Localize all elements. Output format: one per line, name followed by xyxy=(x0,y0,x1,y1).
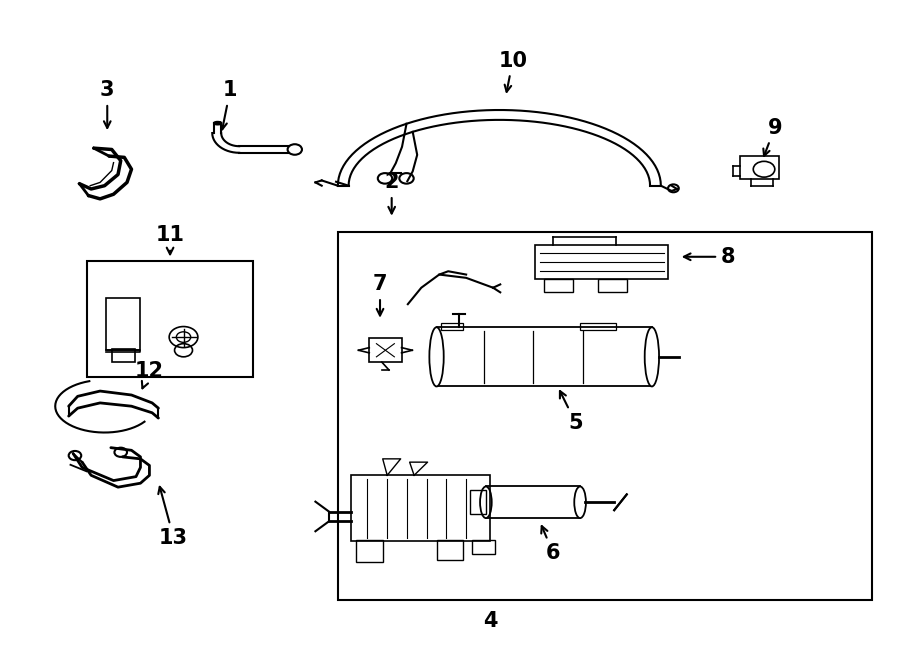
Bar xyxy=(580,323,616,330)
Bar xyxy=(338,232,872,600)
Bar xyxy=(436,327,652,387)
Bar xyxy=(112,349,135,362)
Bar xyxy=(356,540,382,563)
Text: 1: 1 xyxy=(220,80,238,130)
Bar xyxy=(441,323,464,330)
Text: 12: 12 xyxy=(135,362,164,388)
Bar xyxy=(106,297,140,350)
Bar xyxy=(369,338,401,362)
Text: 10: 10 xyxy=(499,51,527,92)
Bar xyxy=(86,261,253,377)
Ellipse shape xyxy=(480,486,491,518)
Bar xyxy=(470,490,486,514)
Bar xyxy=(598,279,626,292)
Bar xyxy=(740,156,779,179)
Text: 3: 3 xyxy=(100,80,114,128)
Text: 7: 7 xyxy=(373,274,387,315)
Bar xyxy=(436,540,464,560)
Text: 8: 8 xyxy=(684,247,735,267)
Text: 11: 11 xyxy=(156,225,184,254)
Text: 5: 5 xyxy=(560,391,583,433)
Bar xyxy=(351,475,490,541)
Ellipse shape xyxy=(574,486,586,518)
Bar xyxy=(536,245,668,279)
Bar xyxy=(486,486,580,518)
Bar xyxy=(544,279,573,292)
Text: 4: 4 xyxy=(483,611,498,631)
Bar xyxy=(472,540,495,555)
Text: 13: 13 xyxy=(158,486,188,548)
Ellipse shape xyxy=(644,327,659,387)
Ellipse shape xyxy=(429,327,444,387)
Text: 9: 9 xyxy=(763,118,782,156)
Text: 6: 6 xyxy=(541,526,561,563)
Text: 2: 2 xyxy=(384,173,399,214)
